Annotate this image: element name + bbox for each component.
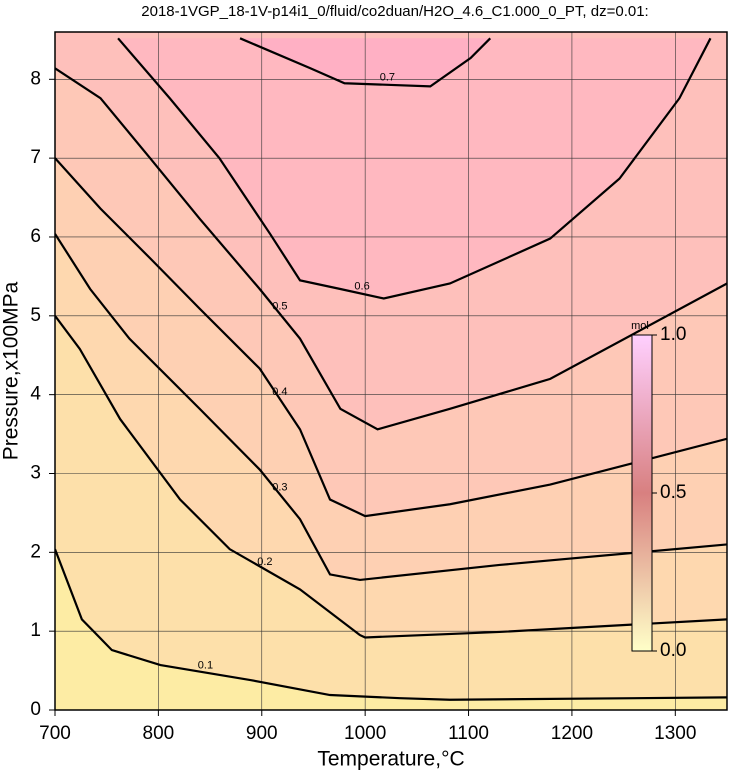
y-tick-label: 5 bbox=[30, 305, 41, 326]
contour-label: 0.7 bbox=[380, 72, 395, 84]
chart-title: 2018-1VGP_18-1V-p14i1_0/fluid/co2duan/H2… bbox=[141, 3, 648, 20]
plot-area: 0.1 0.2 0.3 0.4 0.5 0.6 0.7 bbox=[55, 32, 727, 710]
y-tick-label: 6 bbox=[30, 226, 41, 247]
y-tick-label: 0 bbox=[30, 699, 41, 720]
contour-line bbox=[117, 37, 712, 300]
contour-line bbox=[55, 67, 727, 431]
x-tick-label: 700 bbox=[39, 723, 71, 744]
contour-label: 0.3 bbox=[272, 481, 287, 493]
x-tick-label: 1100 bbox=[448, 723, 489, 744]
contour-label: 0.2 bbox=[257, 556, 272, 568]
x-tick-label: 1200 bbox=[551, 723, 593, 744]
colorbar-tick-label: 0.5 bbox=[660, 482, 686, 503]
y-axis-label: Pressure,x100MPa bbox=[0, 281, 23, 460]
plot-frame bbox=[54, 31, 728, 711]
colorbar bbox=[631, 334, 653, 652]
x-tick-label: 800 bbox=[143, 723, 175, 744]
y-tick-label: 3 bbox=[30, 463, 41, 484]
contour-label: 0.5 bbox=[272, 301, 287, 313]
colorbar-tick-label: 1.0 bbox=[660, 324, 686, 345]
contour-line bbox=[55, 548, 727, 701]
x-tick-label: 1300 bbox=[654, 723, 696, 744]
contour-label: 0.1 bbox=[198, 659, 213, 671]
contour-band bbox=[118, 38, 711, 299]
contour-label: 0.4 bbox=[272, 386, 287, 398]
y-tick-label: 8 bbox=[30, 68, 41, 89]
contour-line bbox=[55, 233, 727, 582]
contour-label: 0.6 bbox=[354, 281, 369, 293]
x-tick-label: 900 bbox=[246, 723, 278, 744]
colorbar-tick-label: 0.0 bbox=[660, 640, 686, 661]
contour-line bbox=[55, 315, 727, 639]
x-axis-label: Temperature,°C bbox=[317, 748, 464, 771]
contour-line bbox=[239, 37, 492, 88]
x-tick-label: 1000 bbox=[344, 723, 386, 744]
y-tick-label: 4 bbox=[30, 384, 41, 405]
y-tick-label: 2 bbox=[30, 541, 41, 562]
y-tick-label: 1 bbox=[30, 620, 41, 641]
y-tick-label: 7 bbox=[30, 147, 41, 168]
overlay: 700 800 900 1000 1100 1200 1300 0 1 2 3 4 5 6 7 8 mol 0.0… bbox=[30, 31, 728, 744]
contour-line bbox=[55, 157, 727, 518]
colorbar-label: mol bbox=[631, 320, 649, 332]
